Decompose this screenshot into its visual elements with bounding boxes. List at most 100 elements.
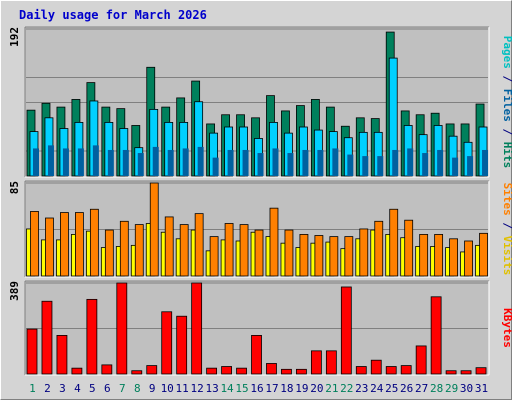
sites-bar bbox=[89, 208, 99, 277]
pages-bar bbox=[317, 149, 324, 176]
kbytes-bar bbox=[146, 365, 158, 375]
legend-part: Pages bbox=[501, 36, 512, 69]
pages-bar bbox=[47, 145, 54, 176]
sites-bar bbox=[479, 232, 488, 277]
pages-bar bbox=[362, 156, 369, 176]
legend-part: Visits bbox=[501, 236, 512, 276]
kbytes-bar bbox=[161, 311, 173, 375]
sites-bar bbox=[344, 236, 354, 277]
kbytes-bar bbox=[266, 363, 277, 375]
kbytes-bar bbox=[475, 367, 487, 375]
day-tick-label: 10 bbox=[161, 382, 174, 395]
sites-bar bbox=[269, 207, 279, 277]
legend-part: / bbox=[501, 122, 512, 142]
day-tick-label: 4 bbox=[74, 382, 81, 395]
pages-bar bbox=[392, 149, 399, 176]
day-tick-label: 25 bbox=[385, 382, 398, 395]
pages-bar bbox=[437, 149, 444, 176]
day-tick-label: 17 bbox=[265, 382, 278, 395]
sites-bar bbox=[164, 216, 174, 277]
kbytes-bar bbox=[296, 368, 307, 375]
kbytes-bar bbox=[340, 286, 352, 375]
pages-bar bbox=[422, 153, 429, 176]
y-axis-max-label: 85 bbox=[8, 181, 21, 194]
kbytes-bar bbox=[310, 350, 322, 375]
pages-bar bbox=[152, 146, 159, 176]
sites-bar bbox=[449, 238, 458, 277]
day-tick-label: 2 bbox=[44, 382, 51, 395]
sites-bar bbox=[404, 219, 414, 277]
kbytes-bar bbox=[131, 370, 143, 375]
sites-bar bbox=[75, 212, 84, 277]
pages-bar bbox=[122, 149, 129, 176]
sites-bar bbox=[254, 229, 264, 277]
day-tick-label: 30 bbox=[460, 382, 473, 395]
day-tick-label: 12 bbox=[191, 382, 204, 395]
pages-bar bbox=[467, 156, 474, 176]
pages-bar bbox=[77, 148, 84, 176]
day-tick-label: 26 bbox=[400, 382, 413, 395]
pages-bar bbox=[332, 148, 339, 176]
sites-bar bbox=[104, 229, 114, 277]
sites-bar bbox=[419, 234, 429, 277]
day-tick-label: 9 bbox=[149, 382, 156, 395]
kbytes-bar bbox=[41, 300, 53, 375]
legend-part: KBytes bbox=[501, 308, 512, 348]
day-tick-label: 22 bbox=[340, 382, 353, 395]
day-tick-label: 23 bbox=[355, 382, 368, 395]
kbytes-bar bbox=[325, 350, 337, 375]
day-tick-label: 14 bbox=[220, 382, 234, 395]
series-legend-label: KBytes bbox=[501, 308, 512, 348]
pages-bar bbox=[167, 149, 174, 176]
day-tick-label: 16 bbox=[250, 382, 263, 395]
kbytes-bar bbox=[415, 345, 427, 375]
kbytes-bar bbox=[430, 296, 442, 375]
sites-bar bbox=[284, 229, 294, 277]
day-tick-label: 19 bbox=[295, 382, 308, 395]
pages-bar bbox=[227, 149, 234, 176]
pages-bar bbox=[482, 149, 489, 176]
day-tick-label: 15 bbox=[235, 382, 248, 395]
legend-part: Hits bbox=[501, 142, 512, 169]
day-tick-label: 27 bbox=[415, 382, 428, 395]
pages-bar bbox=[287, 153, 294, 176]
day-tick-label: 31 bbox=[475, 382, 488, 395]
sites-bar bbox=[359, 228, 369, 277]
sites-bar bbox=[239, 224, 249, 277]
kbytes-bar bbox=[385, 366, 397, 375]
y-axis-max-label: 192 bbox=[8, 27, 21, 47]
sites-bar bbox=[329, 236, 339, 277]
day-tick-label: 7 bbox=[119, 382, 126, 395]
pages-bar bbox=[347, 154, 354, 176]
legend-part: / bbox=[501, 216, 512, 236]
pages-bar bbox=[33, 148, 39, 176]
kbytes-bar bbox=[460, 370, 472, 375]
kbytes-bar bbox=[116, 282, 128, 375]
sites-bar bbox=[314, 235, 324, 277]
pages-bar bbox=[62, 148, 69, 176]
chart-title: Daily usage for March 2026 bbox=[19, 8, 207, 22]
day-tick-label: 6 bbox=[104, 382, 111, 395]
day-tick-label: 21 bbox=[325, 382, 338, 395]
kbytes-bar bbox=[281, 368, 292, 375]
pages-bar bbox=[377, 156, 384, 176]
sites-bar bbox=[209, 236, 219, 277]
pages-bar bbox=[257, 153, 264, 176]
day-tick-label: 18 bbox=[280, 382, 293, 395]
sites-bar bbox=[119, 220, 129, 277]
day-tick-label: 13 bbox=[205, 382, 218, 395]
series-legend-label: Sites / Visits bbox=[501, 183, 512, 276]
day-tick-label: 29 bbox=[445, 382, 458, 395]
day-tick-label: 20 bbox=[310, 382, 323, 395]
sites-bar bbox=[149, 182, 159, 277]
day-tick-label: 28 bbox=[430, 382, 443, 395]
kbytes-bar bbox=[206, 367, 218, 375]
kbytes-bar bbox=[71, 367, 83, 375]
sites-bar bbox=[464, 240, 473, 277]
sites-bar bbox=[134, 224, 144, 277]
day-tick-label: 24 bbox=[370, 382, 384, 395]
sites-bar bbox=[389, 208, 399, 277]
pages-bar bbox=[452, 157, 459, 176]
pages-bar bbox=[92, 145, 99, 176]
pages-bar bbox=[407, 148, 414, 176]
